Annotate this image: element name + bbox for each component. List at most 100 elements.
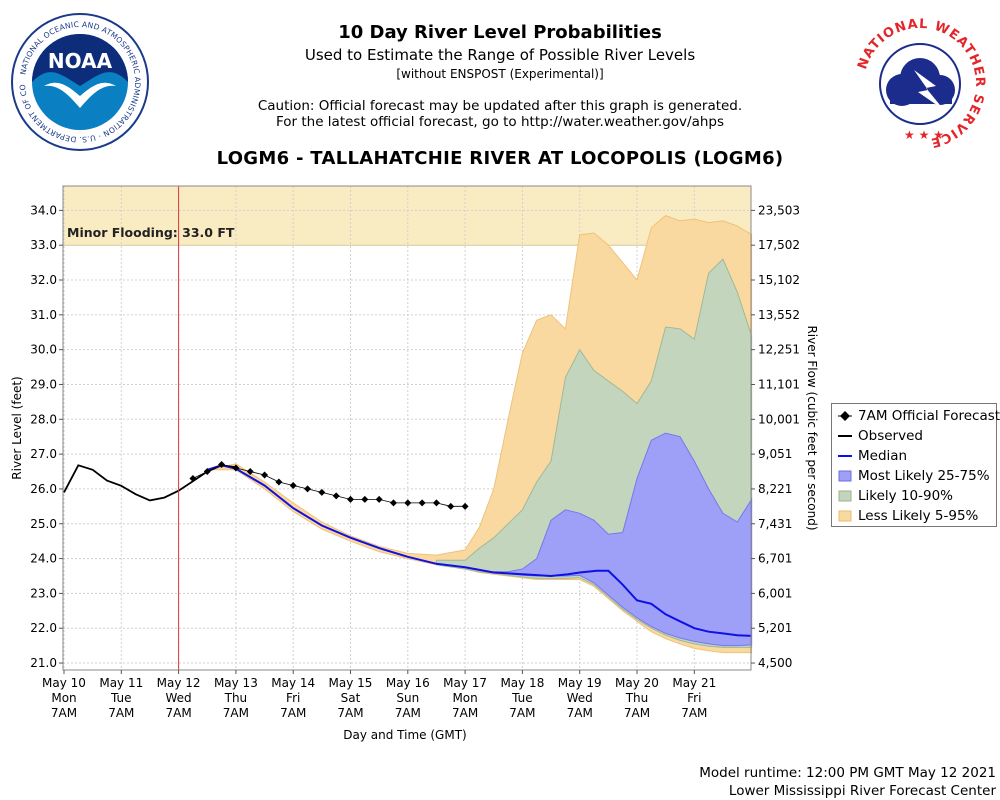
official-forecast-line (192, 464, 466, 507)
y2-tick-label: 23,503 (758, 203, 800, 217)
x-tick-label: 7AM (681, 706, 707, 720)
y2-tick-label: 10,001 (758, 412, 800, 426)
official-forecast-point (418, 499, 426, 507)
x-tick-label: Mon (452, 691, 477, 705)
y2-tick-label: 12,251 (758, 343, 800, 357)
y-tick-label: 25.0 (30, 517, 57, 531)
y2-tick-label: 9,051 (758, 447, 792, 461)
x-tick-label: 7AM (452, 706, 478, 720)
y2-tick-label: 13,552 (758, 308, 800, 322)
x-tick-label: May 13 (214, 676, 258, 690)
observed-line-icon (838, 435, 852, 437)
official-forecast-point (404, 499, 412, 507)
chart-subtitle: Used to Estimate the Range of Possible R… (304, 46, 696, 64)
y-tick-label: 24.0 (30, 552, 57, 566)
caution-line-1: Caution: Official forecast may be update… (257, 98, 743, 114)
y2-tick-label: 11,101 (758, 377, 800, 391)
official-forecast-point (261, 471, 269, 479)
official-forecast-point (332, 492, 340, 500)
legend-item-median: Median (838, 447, 907, 465)
x-tick-label: 7AM (337, 706, 363, 720)
x-tick-label: May 11 (99, 676, 143, 690)
y-tick-label: 34.0 (30, 203, 57, 217)
diamond-marker-icon (838, 411, 852, 421)
most-likely-swatch-icon (838, 470, 852, 482)
official-forecast-point (275, 478, 283, 486)
x-tick-label: May 17 (443, 676, 487, 690)
x-tick-label: 7AM (51, 706, 77, 720)
x-tick-label: Mon (51, 691, 76, 705)
legend-label-most-likely: Most Likely 25-75% (858, 468, 990, 484)
x-tick-label: Wed (166, 691, 192, 705)
x-tick-label: Sun (396, 691, 419, 705)
x-tick-label: May 10 (42, 676, 86, 690)
official-forecast-point (347, 495, 354, 503)
station-title: LOGM6 - TALLAHATCHIE RIVER AT LOCOPOLIS … (216, 148, 784, 169)
y2-tick-label: 8,221 (758, 482, 792, 496)
official-forecast-point (361, 495, 369, 503)
x-tick-label: May 16 (386, 676, 430, 690)
x-tick-label: Fri (687, 691, 701, 705)
official-forecast-point (318, 488, 326, 496)
y2-tick-label: 17,502 (758, 238, 800, 252)
legend-item-most-likely: Most Likely 25-75% (838, 467, 990, 485)
x-tick-label: Tue (511, 691, 533, 705)
chart-title: 10 Day River Level Probabilities (338, 22, 662, 43)
flood-stage-label: Minor Flooding: 33.0 FT (67, 225, 235, 240)
y-axis-title-right: River Flow (cubic feet per second) (805, 325, 819, 531)
official-forecast-point (189, 474, 197, 482)
y2-tick-label: 5,201 (758, 621, 792, 635)
legend-item-likely: Likely 10-90% (838, 487, 953, 505)
x-tick-label: 7AM (165, 706, 191, 720)
y2-tick-label: 6,001 (758, 586, 792, 600)
chart-legend: 7AM Official Forecast Observed Median Mo… (831, 403, 1000, 527)
x-tick-label: 7AM (223, 706, 249, 720)
median-line-icon (838, 455, 852, 457)
x-tick-label: Wed (567, 691, 593, 705)
caution-line-2: For the latest official forecast, go to … (275, 114, 725, 130)
official-forecast-point (461, 502, 469, 510)
y-tick-label: 31.0 (30, 308, 57, 322)
y2-tick-label: 6,701 (758, 552, 792, 566)
x-tick-label: 7AM (567, 706, 593, 720)
legend-item-observed: Observed (838, 427, 923, 445)
y2-tick-label: 4,500 (758, 656, 792, 670)
y-tick-label: 30.0 (30, 343, 57, 357)
x-tick-label: Tue (110, 691, 132, 705)
official-forecast-point (432, 499, 440, 507)
y-tick-label: 23.0 (30, 586, 57, 600)
model-runtime: Model runtime: 12:00 PM GMT May 12 2021 (699, 765, 996, 781)
x-tick-label: May 18 (500, 676, 544, 690)
x-tick-label: May 12 (157, 676, 201, 690)
band-most-likely (493, 432, 753, 647)
x-tick-label: May 21 (672, 676, 716, 690)
x-tick-label: 7AM (108, 706, 134, 720)
y-tick-label: 33.0 (30, 238, 57, 252)
legend-label-median: Median (858, 448, 908, 464)
legend-label-observed: Observed (858, 428, 923, 444)
x-tick-label: 7AM (624, 706, 650, 720)
y-tick-label: 32.0 (30, 273, 57, 287)
y-tick-label: 22.0 (30, 621, 57, 635)
y-tick-label: 26.0 (30, 482, 57, 496)
legend-label-official: 7AM Official Forecast (858, 408, 1000, 424)
y-tick-label: 21.0 (30, 656, 57, 670)
official-forecast-point (289, 481, 297, 489)
x-tick-label: May 20 (615, 676, 659, 690)
legend-item-less-likely: Less Likely 5-95% (838, 507, 978, 525)
x-tick-label: 7AM (509, 706, 535, 720)
x-tick-label: Thu (224, 691, 248, 705)
y-axis-title-left: River Level (feet) (10, 376, 24, 480)
official-forecast-point (203, 468, 211, 476)
official-forecast-point (375, 495, 383, 503)
x-axis-title: Day and Time (GMT) (343, 728, 467, 742)
x-tick-label: Thu (625, 691, 649, 705)
legend-item-official: 7AM Official Forecast (838, 407, 1000, 425)
y2-tick-label: 15,102 (758, 273, 800, 287)
nws-logo-icon: NATIONAL WEATHER SERVICE ★ ★ ★ (855, 17, 986, 150)
y-tick-label: 27.0 (30, 447, 57, 461)
x-tick-label: Fri (286, 691, 300, 705)
official-forecast-point (389, 499, 397, 507)
official-forecast-point (447, 502, 455, 510)
noaa-logo-icon: NATIONAL OCEANIC AND ATMOSPHERIC ADMINIS… (10, 12, 149, 151)
